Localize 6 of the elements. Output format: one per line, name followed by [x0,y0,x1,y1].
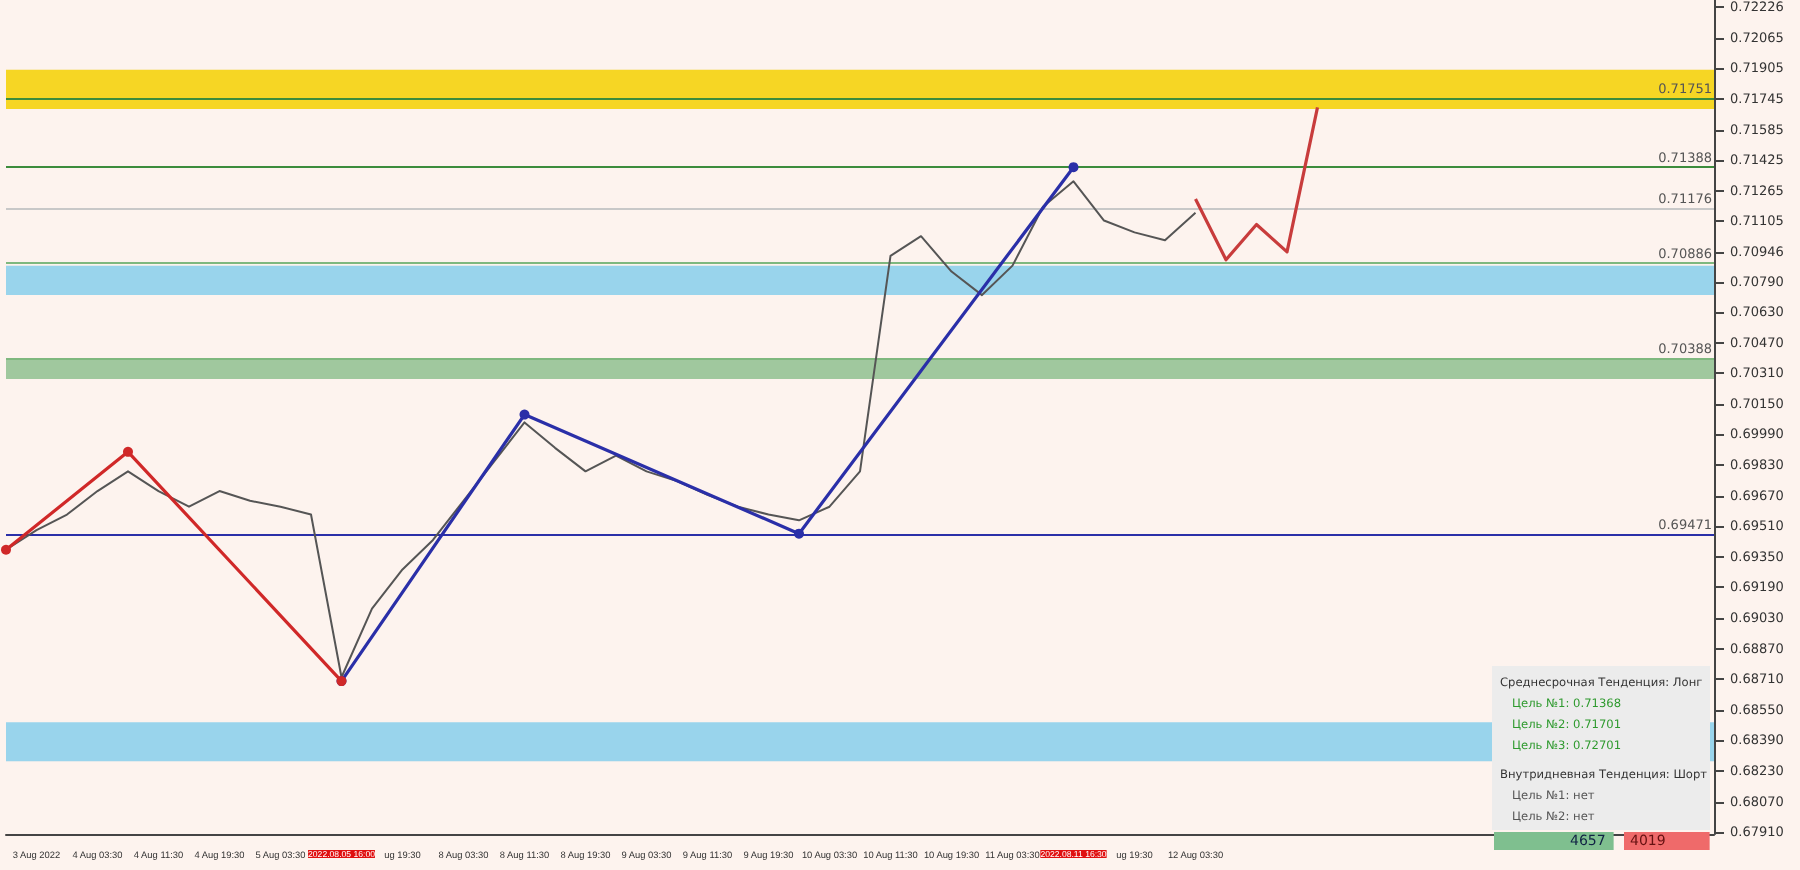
point [794,528,804,539]
point [1068,162,1079,173]
point [1,544,11,555]
point [123,446,133,457]
point [519,409,530,420]
line-series [1193,105,1320,262]
